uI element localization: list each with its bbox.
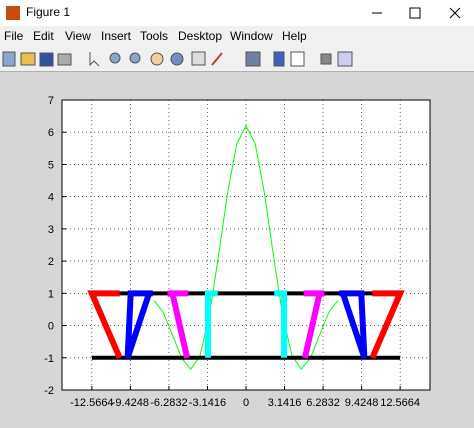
- data-line: [301, 290, 325, 359]
- y-tick-label: 6: [48, 127, 54, 139]
- window-title: Figure 1: [26, 5, 71, 19]
- y-tick-label: 7: [48, 95, 54, 107]
- data-line: [369, 290, 405, 359]
- menu-item[interactable]: File: [4, 29, 24, 43]
- toolbar: [0, 47, 474, 72]
- data-line: [339, 290, 368, 359]
- x-tick-label: -12.5664: [70, 397, 113, 409]
- y-tick-label: -1: [44, 353, 54, 365]
- tool-buttons[interactable]: [2, 51, 353, 67]
- title-bar: Figure 1: [0, 0, 474, 26]
- data-line: [153, 124, 339, 370]
- menu-item[interactable]: Edit: [33, 29, 54, 43]
- y-tick-label: 3: [48, 224, 54, 236]
- close-button[interactable]: [449, 7, 461, 19]
- y-tick-label: 2: [48, 256, 54, 268]
- title-icons: [6, 6, 461, 20]
- axes-box: [61, 99, 431, 391]
- data-line: [124, 290, 153, 359]
- menu-bar: File Edit View Insert Tools Desktop Window Help: [0, 26, 474, 47]
- menu-item[interactable]: Insert: [101, 29, 132, 43]
- menu-item[interactable]: Tools: [140, 29, 169, 43]
- x-tick-label: 9.4248: [345, 397, 379, 409]
- maximize-button[interactable]: [409, 7, 421, 19]
- x-tick-label: 6.2832: [306, 397, 340, 409]
- plot-area: -2 -1 0 1 2 3 4 5 6 7 -12.5664-9.4248 -6.2832 -3.141…: [44, 95, 431, 409]
- data-line: [204, 290, 218, 358]
- data-line: [167, 290, 191, 359]
- app-icon: [6, 6, 20, 20]
- data-line: [87, 290, 123, 359]
- x-tick-label: 12.5664: [380, 397, 420, 409]
- y-tick-label: 0: [48, 321, 54, 333]
- y-tick-label: 5: [48, 159, 54, 171]
- y-tick-label: 1: [48, 288, 54, 300]
- y-tick-label: 4: [48, 192, 54, 204]
- data-line: [274, 290, 288, 358]
- x-tick-label: 0: [243, 397, 249, 409]
- y-tick-label: -2: [44, 385, 54, 397]
- menu-item[interactable]: Desktop: [178, 29, 223, 43]
- x-tick-label: -9.4248: [112, 397, 149, 409]
- x-tick-label: -3.1416: [189, 397, 226, 409]
- x-tick-label: -6.2832: [150, 397, 187, 409]
- toolbar-icons: [2, 51, 353, 67]
- menu-item[interactable]: View: [65, 29, 91, 43]
- menu-item[interactable]: Help: [282, 29, 307, 43]
- x-tick-label: 3.1416: [268, 397, 302, 409]
- menu-item[interactable]: Window: [230, 29, 273, 43]
